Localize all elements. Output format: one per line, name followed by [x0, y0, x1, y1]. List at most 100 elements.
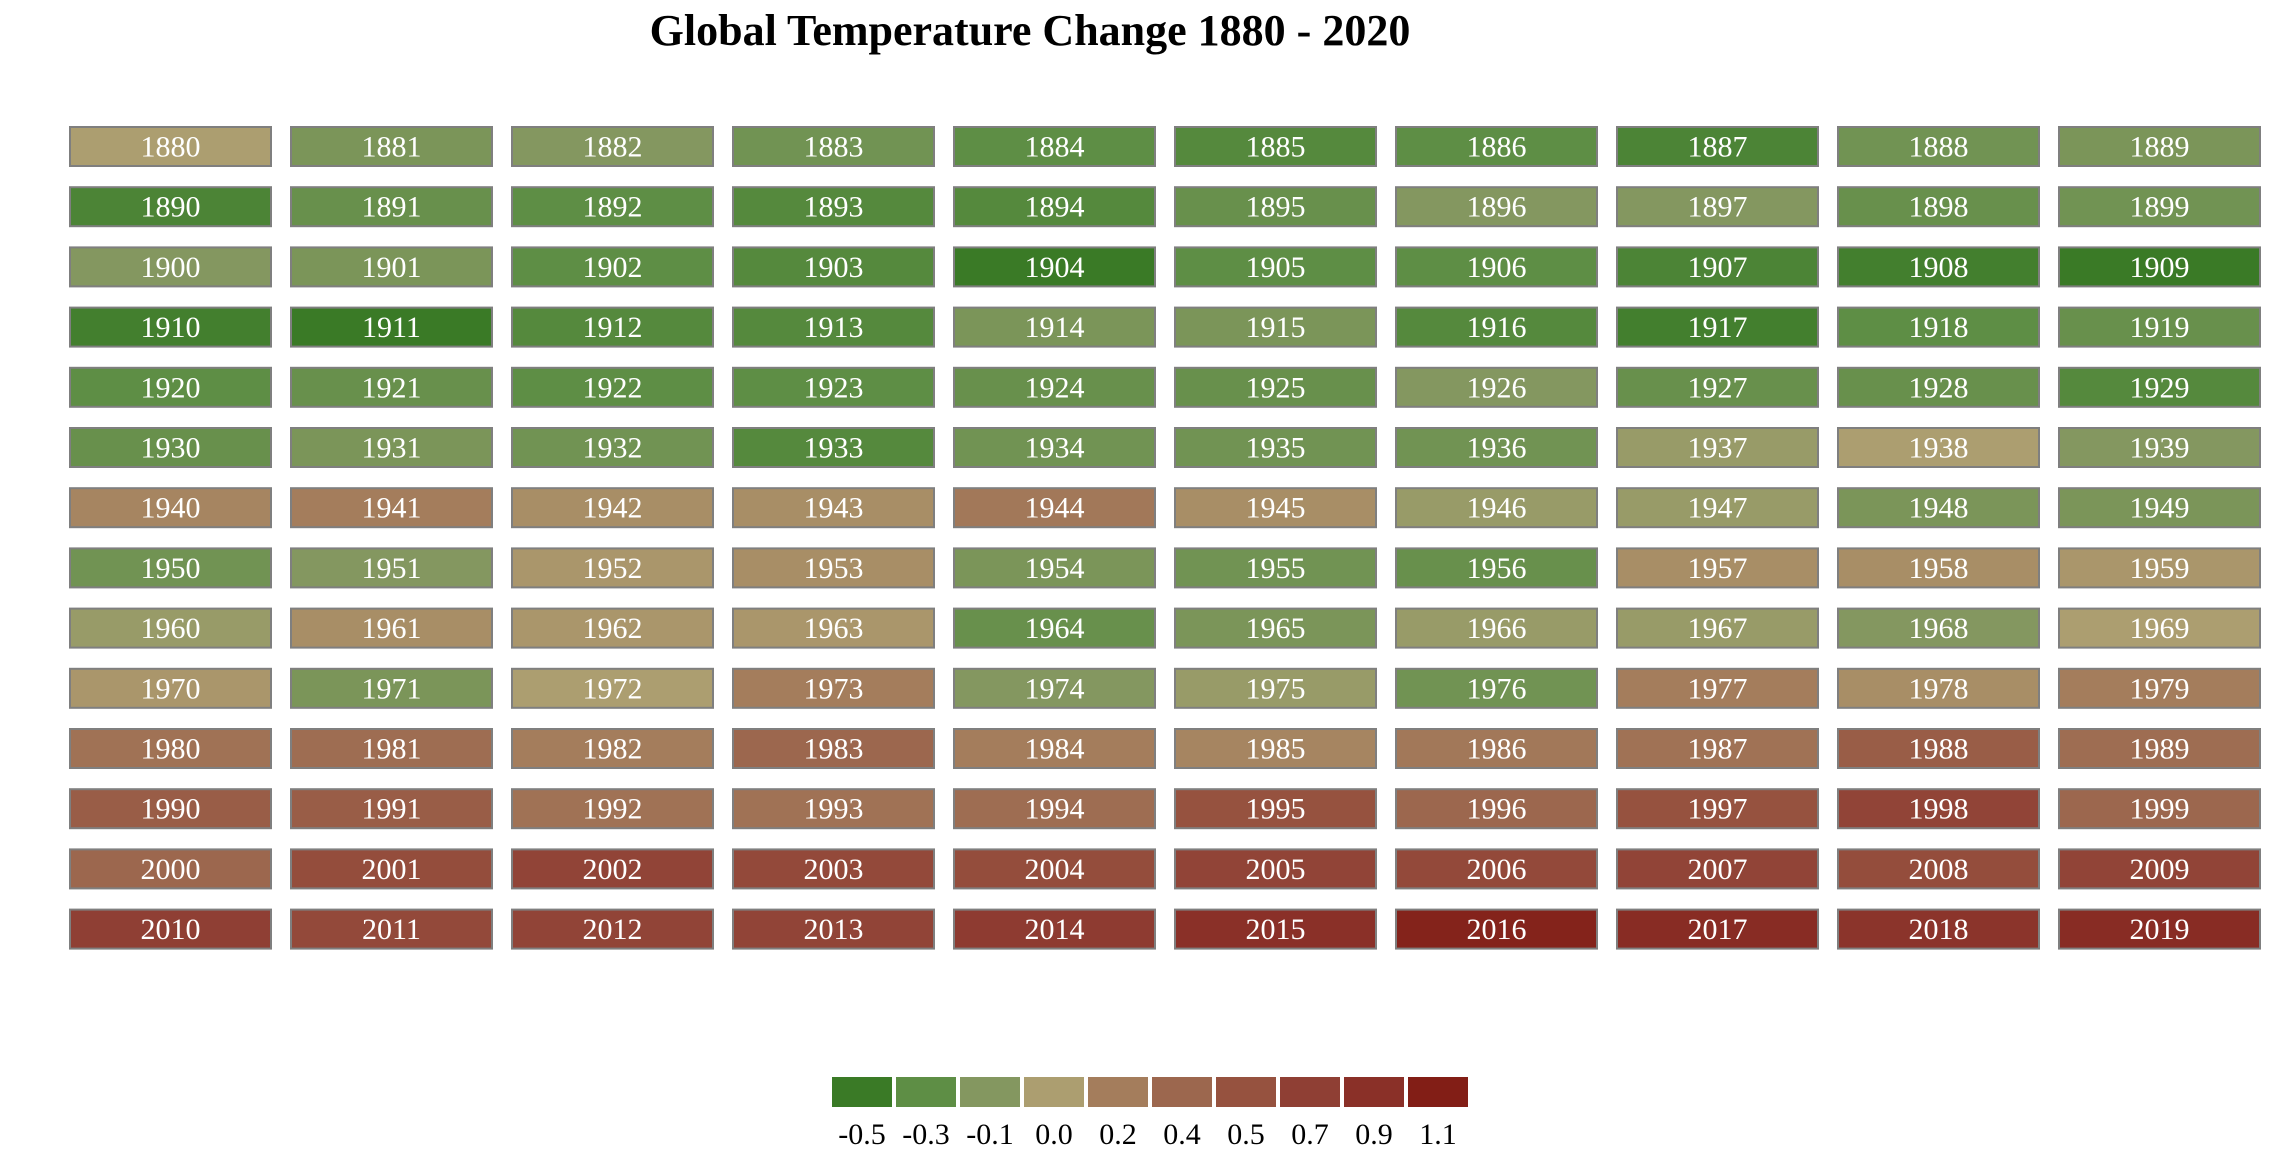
year-cell-2009 [2058, 848, 2261, 890]
year-label-1907: 1907 [1688, 251, 1748, 284]
year-label-1989: 1989 [2130, 733, 2190, 766]
year-label-1951: 1951 [362, 552, 422, 585]
year-label-1897: 1897 [1688, 191, 1748, 224]
year-label-2002: 2002 [583, 853, 643, 886]
year-label-1953: 1953 [804, 552, 864, 585]
year-label-2015: 2015 [1246, 913, 1306, 946]
year-label-1949: 1949 [2130, 492, 2190, 525]
year-cell-1970 [69, 667, 272, 709]
year-cell-1913 [732, 306, 935, 348]
year-cell-2008 [1837, 848, 2040, 890]
year-label-1917: 1917 [1688, 311, 1748, 344]
year-label-1929: 1929 [2130, 371, 2190, 404]
year-cell-1988 [1837, 728, 2040, 769]
year-label-2001: 2001 [362, 853, 422, 886]
year-cell-1977 [1616, 667, 1819, 709]
year-cell-1907 [1616, 246, 1819, 288]
year-cell-1972 [511, 667, 714, 709]
year-cell-1963 [732, 607, 935, 649]
year-label-1926: 1926 [1467, 371, 1527, 404]
legend-tick-label-7: 0.7 [1291, 1118, 1329, 1151]
year-label-1942: 1942 [583, 492, 643, 525]
year-cell-1951 [290, 547, 493, 589]
year-cell-1896 [1395, 186, 1598, 228]
year-cell-1933 [732, 427, 935, 468]
year-label-1890: 1890 [141, 191, 201, 224]
year-label-2018: 2018 [1909, 913, 1969, 946]
year-cell-1997 [1616, 788, 1819, 830]
legend-swatch-7 [1280, 1077, 1340, 1107]
year-cell-1942 [511, 487, 714, 529]
year-cell-1964 [953, 607, 1156, 649]
year-cell-1915 [1174, 306, 1377, 348]
year-label-2014: 2014 [1025, 913, 1085, 946]
year-label-1981: 1981 [362, 733, 422, 766]
year-label-2009: 2009 [2130, 853, 2190, 886]
year-cell-1976 [1395, 667, 1598, 709]
year-cell-1895 [1174, 186, 1377, 228]
year-cell-1987 [1616, 728, 1819, 769]
year-cell-1914 [953, 306, 1156, 348]
year-cell-1992 [511, 788, 714, 830]
legend-swatch-6 [1216, 1077, 1276, 1107]
year-cell-1889 [2058, 126, 2261, 167]
year-cell-1939 [2058, 427, 2261, 468]
year-label-1994: 1994 [1025, 793, 1085, 826]
year-cell-1910 [69, 306, 272, 348]
year-cell-2014 [953, 908, 1156, 950]
year-cell-2017 [1616, 908, 1819, 950]
year-label-2013: 2013 [804, 913, 864, 946]
year-label-1993: 1993 [804, 793, 864, 826]
year-label-1960: 1960 [141, 612, 201, 645]
year-cell-1912 [511, 306, 714, 348]
year-label-2011: 2011 [362, 913, 421, 946]
year-cell-1935 [1174, 427, 1377, 468]
year-label-1965: 1965 [1246, 612, 1306, 645]
legend-tick-label-9: 1.1 [1419, 1118, 1457, 1151]
year-cell-1945 [1174, 487, 1377, 529]
year-label-2003: 2003 [804, 853, 864, 886]
year-label-1968: 1968 [1909, 612, 1969, 645]
year-cell-1881 [290, 126, 493, 167]
year-label-1916: 1916 [1467, 311, 1527, 344]
year-cell-1943 [732, 487, 935, 529]
year-label-1986: 1986 [1467, 733, 1527, 766]
year-cell-1926 [1395, 366, 1598, 408]
year-cell-1948 [1837, 487, 2040, 529]
year-label-1895: 1895 [1246, 191, 1306, 224]
year-cell-1981 [290, 728, 493, 769]
year-label-1940: 1940 [141, 492, 201, 525]
year-label-1931: 1931 [362, 432, 422, 465]
year-cell-2016 [1395, 908, 1598, 950]
year-cell-1969 [2058, 607, 2261, 649]
year-label-2000: 2000 [141, 853, 201, 886]
year-label-1900: 1900 [141, 251, 201, 284]
year-label-2008: 2008 [1909, 853, 1969, 886]
year-label-1894: 1894 [1025, 191, 1085, 224]
year-cell-2002 [511, 848, 714, 890]
year-cell-1953 [732, 547, 935, 589]
year-cell-1973 [732, 667, 935, 709]
year-label-1911: 1911 [362, 311, 421, 344]
year-cell-1968 [1837, 607, 2040, 649]
year-cell-2005 [1174, 848, 1377, 890]
year-label-1901: 1901 [362, 251, 422, 284]
year-label-1964: 1964 [1025, 612, 1085, 645]
year-cell-1880 [69, 126, 272, 167]
year-label-1909: 1909 [2130, 251, 2190, 284]
year-label-1978: 1978 [1909, 672, 1969, 705]
year-label-1976: 1976 [1467, 672, 1527, 705]
year-cell-1983 [732, 728, 935, 769]
year-cell-2015 [1174, 908, 1377, 950]
year-label-1886: 1886 [1467, 131, 1527, 164]
year-cell-2006 [1395, 848, 1598, 890]
year-label-1884: 1884 [1025, 131, 1085, 164]
year-cell-1985 [1174, 728, 1377, 769]
year-label-1882: 1882 [583, 131, 643, 164]
year-label-1902: 1902 [583, 251, 643, 284]
year-label-1973: 1973 [804, 672, 864, 705]
year-label-1910: 1910 [141, 311, 201, 344]
year-cell-2010 [69, 908, 272, 950]
year-label-2012: 2012 [583, 913, 643, 946]
year-cell-1882 [511, 126, 714, 167]
